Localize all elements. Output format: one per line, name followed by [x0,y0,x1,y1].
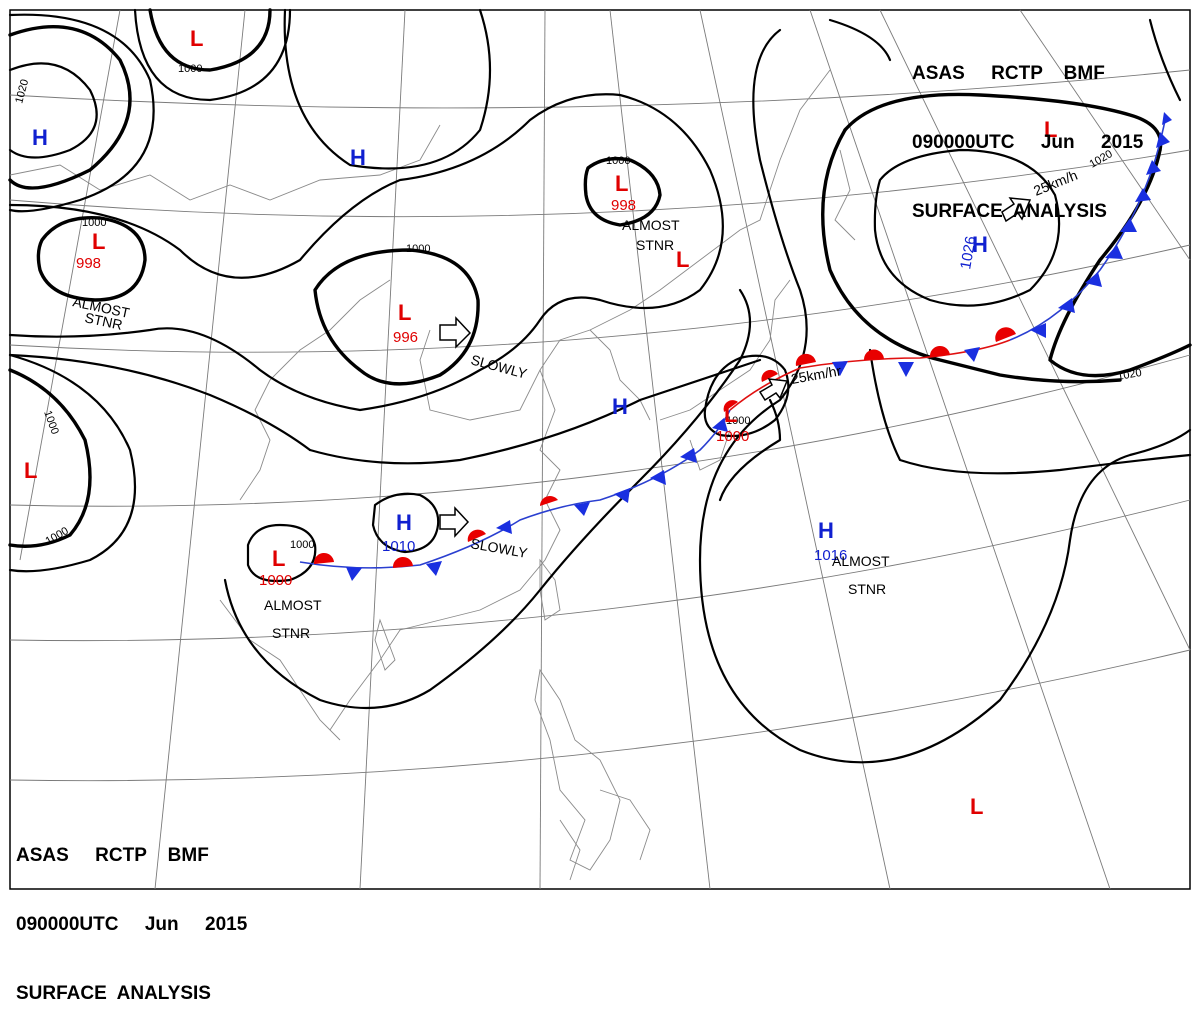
high-center: H [32,125,48,150]
motion-arrow-1000-japan [758,378,789,402]
weather-map: 1020 1000 1000 1000 1000 1000 1020 1020 … [8,8,1192,890]
low-center: L [92,229,105,254]
coastlines [9,69,856,881]
pressure-value: 1016 [814,547,847,564]
isobar-label: 1000 [41,409,61,436]
high-center: H [612,394,628,419]
motion-word-stnr: STNR [272,625,310,641]
pressure-value: 1026 [957,235,980,271]
stationary-front [299,112,1172,581]
isobar-label: 1000 [406,243,430,255]
motion-arrow-1026 [1001,197,1032,223]
low-center: L [676,247,689,272]
motion-speed: 25km/hr [790,362,843,387]
isobar-label: 1000 [44,525,71,548]
isobar-label: 1000 [290,539,314,551]
high-center: H [818,518,834,543]
pressure-value: 1000 [716,428,749,445]
low-center: L [615,171,628,196]
isobar-label: 1020 [13,78,31,105]
isobar-label: 1020 [1116,367,1142,383]
motion-arrow-996 [439,316,472,349]
pressure-value: 1010 [382,538,415,555]
motion-arrows [439,197,1032,538]
motion-word-almost: ALMOST [832,553,890,569]
pressure-value: 998 [76,255,101,272]
high-center: H [350,145,366,170]
low-center: L [24,458,37,483]
map-title-bottom: ASAS RCTP BMF 090000UTC Jun 2015 SURFACE… [16,798,247,1028]
low-center: L [1044,117,1057,142]
motion-word-stnr: STNR [848,581,886,597]
title-line-source: ASAS RCTP BMF [16,845,209,866]
low-center: L [724,402,737,427]
isobar-label: 1000 [726,415,750,427]
isobars [8,8,1192,764]
low-center: L [272,546,285,571]
pressure-value: 998 [611,197,636,214]
pressure-value: 996 [393,329,418,346]
low-center: L [398,300,411,325]
isobar-label: 1000 [82,217,106,229]
motion-word-almost: ALMOST [622,217,680,233]
motion-word-almost: ALMOST [264,597,322,613]
isobar-label: 1000 [178,63,202,75]
motion-word-slowly: SLOWLY [469,351,529,381]
title-line-type: SURFACE ANALYSIS [16,983,211,1004]
motion-word-slowly: SLOWLY [469,535,529,561]
high-center: H [972,232,988,257]
title-line-time: 090000UTC Jun 2015 [16,914,248,935]
title-line-time: 090000UTC Jun 2015 [912,132,1144,153]
pressure-value: 1000 [259,572,292,589]
title-line-source: ASAS RCTP BMF [912,63,1105,84]
map-title-top: ASAS RCTP BMF 090000UTC Jun 2015 SURFACE… [912,16,1143,246]
graticule [9,9,1191,890]
motion-arrow-1010 [439,506,470,538]
map-frame [9,9,1191,890]
motion-word-stnr: STNR [83,309,124,333]
isobar-label: 1000 [606,155,630,167]
title-line-type: SURFACE ANALYSIS [912,201,1107,222]
high-center: H [396,510,412,535]
motion-word-stnr: STNR [636,237,674,253]
low-center: L [190,26,203,51]
low-center: L [970,794,983,819]
